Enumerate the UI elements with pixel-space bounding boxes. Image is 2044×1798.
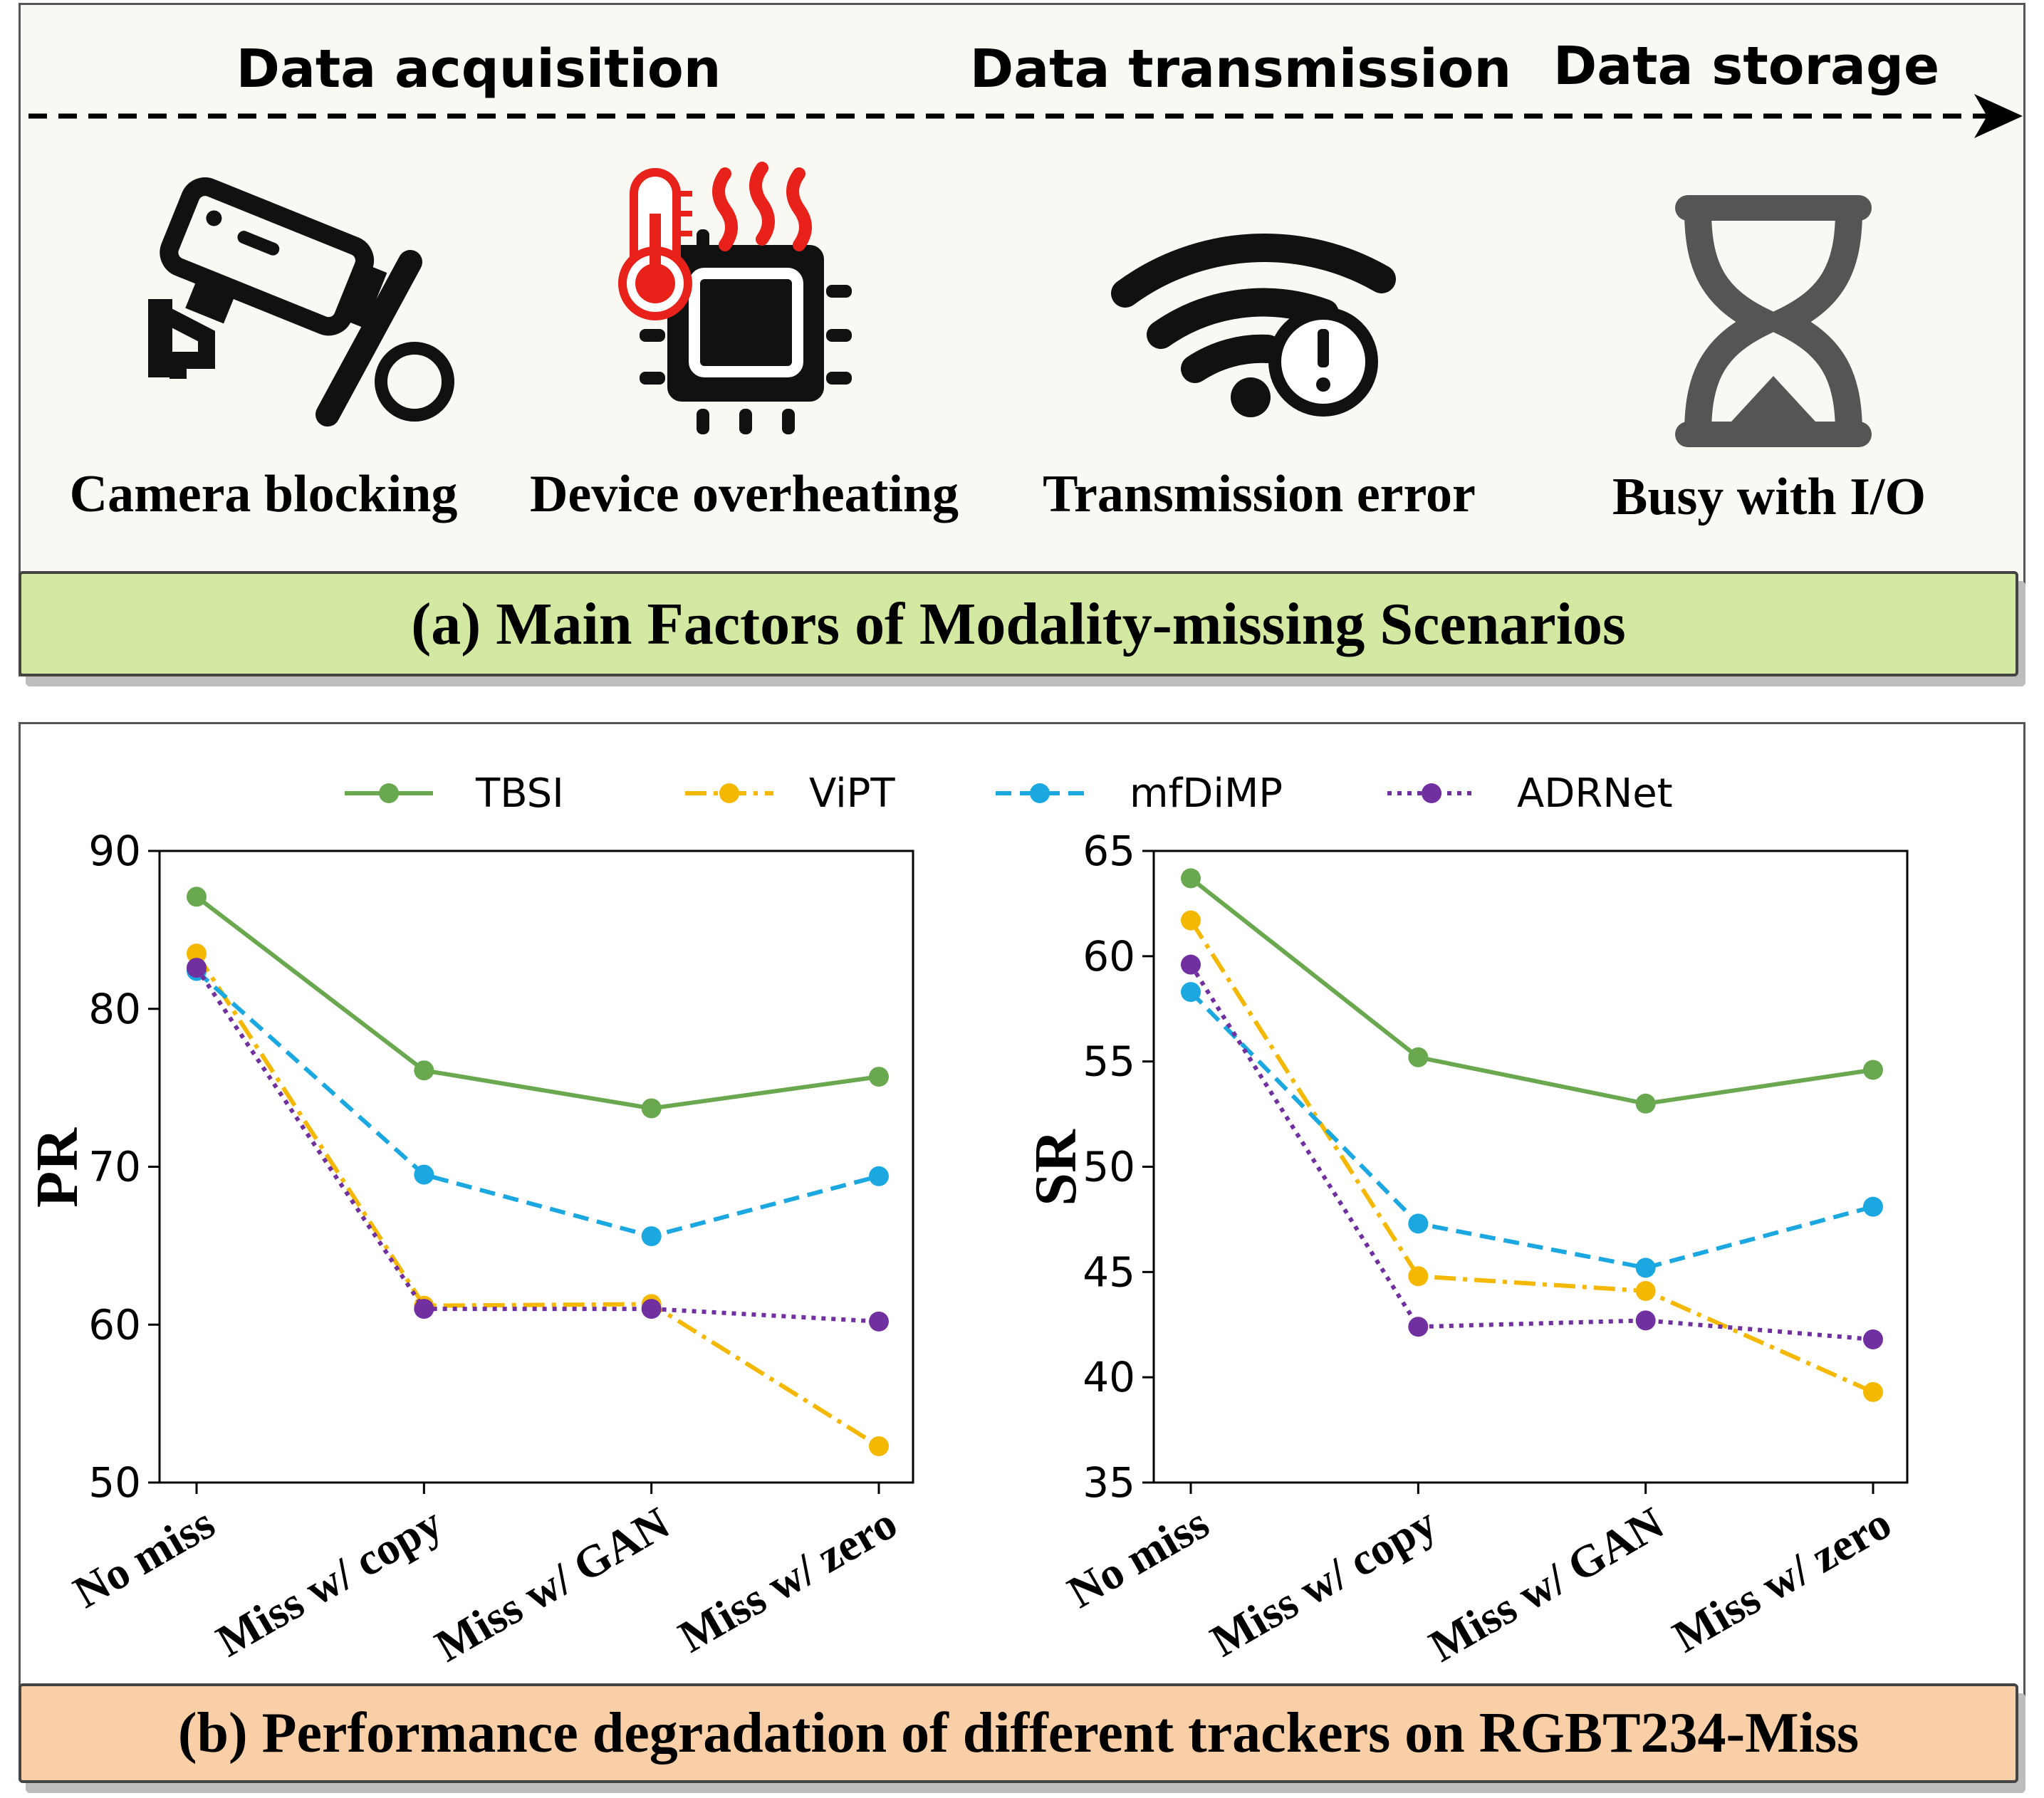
chart-1-ytick-label: 65 <box>1083 827 1135 875</box>
chart-sr-plot-area <box>1152 850 1909 1484</box>
chart-1-point-adrnet <box>1863 1329 1883 1349</box>
chart-0-point-adrnet <box>641 1299 662 1319</box>
panel-a-caption: (a) Main Factors of Modality-missing Sce… <box>19 571 2018 676</box>
chart-0-point-tbsi <box>869 1067 889 1087</box>
factor-label-device-overheating: Device overheating <box>530 465 959 523</box>
chart-1-point-adrnet <box>1635 1310 1656 1331</box>
camera-blocked-icon <box>148 177 454 427</box>
chart-0-point-mfdimp <box>869 1166 889 1186</box>
chart-1-point-vipt <box>1863 1381 1883 1402</box>
stage-label-storage: Data storage <box>1553 36 1939 97</box>
chart-0-point-mfdimp <box>641 1226 662 1247</box>
chart-1-ytick-label: 60 <box>1083 932 1135 981</box>
overheating-chip-icon <box>618 162 852 434</box>
panel-a-graphics: Data acquisition Data transmission Data … <box>28 36 2023 526</box>
chart-0-point-adrnet <box>414 1299 434 1319</box>
chart-1-point-adrnet <box>1181 954 1201 975</box>
chart-1-point-tbsi <box>1863 1060 1883 1080</box>
chart-0-series-line-tbsi <box>195 894 880 1111</box>
chart-pr-plot-area <box>158 850 914 1484</box>
factor-label-transmission-error: Transmission error <box>1043 465 1476 523</box>
stage-label-acquisition: Data acquisition <box>236 38 721 100</box>
chart-1-series-line-mfdimp <box>1189 990 1874 1270</box>
chart-1-xtick-label: Miss w/ zero <box>1664 1498 1899 1663</box>
chart-0-point-tbsi <box>414 1060 434 1081</box>
panel-a-caption-text: (a) Main Factors of Modality-missing Sce… <box>411 590 1626 657</box>
legend-item-vipt: ViPT <box>685 770 895 817</box>
chart-1-point-mfdimp <box>1181 982 1201 1003</box>
chart-1-point-mfdimp <box>1863 1196 1883 1217</box>
chart-1-point-mfdimp <box>1635 1258 1656 1278</box>
chart-0-point-adrnet <box>187 958 207 978</box>
legend-label-tbsi: TBSI <box>475 770 564 817</box>
chart-1-point-adrnet <box>1408 1317 1429 1337</box>
chart-0-point-tbsi <box>641 1098 662 1119</box>
chart-1-ytick-label: 45 <box>1083 1248 1135 1296</box>
stage-label-transmission: Data transmission <box>970 38 1511 100</box>
chart-0-ytick-label: 50 <box>88 1458 141 1507</box>
legend-item-tbsi: TBSI <box>345 770 564 817</box>
chart-0-series-line-mfdimp <box>194 969 880 1239</box>
chart-0-ytick-label: 80 <box>88 985 141 1033</box>
chart-0-point-mfdimp <box>414 1164 434 1185</box>
chart-1-series-line-adrnet <box>1189 963 1874 1342</box>
chart-0-series-line-vipt <box>194 952 880 1448</box>
chart-1-xtick-label: Miss w/ copy <box>1202 1498 1444 1666</box>
chart-1-point-vipt <box>1408 1266 1429 1287</box>
chart-1-point-tbsi <box>1408 1047 1429 1067</box>
chart-0-point-vipt <box>869 1436 889 1456</box>
hourglass-icon <box>1675 195 1872 447</box>
chart-0-xtick-label: Miss w/ GAN <box>427 1498 678 1672</box>
chart-0-point-adrnet <box>869 1311 889 1332</box>
chart-0-point-vipt <box>187 944 207 964</box>
chart-0-xtick-label: Miss w/ zero <box>670 1498 905 1663</box>
chart-pr-ylabel: PR <box>24 1127 90 1208</box>
legend-label-adrnet: ADRNet <box>1517 770 1673 817</box>
chart-1-xtick-label: No miss <box>1059 1498 1217 1618</box>
chart-1-ytick-label: 35 <box>1083 1458 1135 1507</box>
panel-b-caption-text: (b) Performance degradation of different… <box>177 1701 1860 1765</box>
chart-0-series-line-adrnet <box>194 966 880 1324</box>
factor-label-camera-blocking: Camera blocking <box>70 465 458 523</box>
legend-label-vipt: ViPT <box>809 770 895 817</box>
chart-1-point-vipt <box>1181 910 1201 931</box>
chart-0-xtick-label: Miss w/ copy <box>208 1498 450 1666</box>
chart-sr-ylabel: SR <box>1023 1129 1089 1206</box>
chart-1-ytick-label: 55 <box>1083 1037 1135 1086</box>
chart-0-point-tbsi <box>187 887 207 907</box>
legend-item-adrnet: ADRNet <box>1387 770 1673 817</box>
chart-0-ytick-label: 90 <box>88 827 141 875</box>
chart-1-series-line-tbsi <box>1189 877 1874 1106</box>
pipeline-arrow-head <box>1974 94 2023 138</box>
chart-1-series-line-vipt <box>1189 919 1874 1394</box>
chart-1-ytick-label: 40 <box>1083 1353 1135 1401</box>
chart-1-point-mfdimp <box>1408 1213 1429 1234</box>
chart-0-ytick-label: 60 <box>88 1300 141 1349</box>
chart-1-ytick-label: 50 <box>1083 1143 1135 1191</box>
chart-1-point-tbsi <box>1635 1093 1656 1114</box>
legend: TBSI ViPT mfDiMP ADRNet <box>345 770 1673 817</box>
chart-0-xtick-label: No miss <box>65 1498 223 1618</box>
chart-0-ytick-label: 70 <box>88 1143 141 1191</box>
legend-item-mfdimp: mfDiMP <box>996 770 1283 817</box>
chart-1-point-tbsi <box>1181 868 1201 889</box>
wifi-error-icon <box>1111 234 1396 417</box>
chart-1-xtick-label: Miss w/ GAN <box>1421 1498 1672 1672</box>
panel-b-caption: (b) Performance degradation of different… <box>19 1683 2018 1783</box>
factor-label-busy-io: Busy with I/O <box>1612 468 1926 526</box>
chart-1-point-vipt <box>1635 1280 1656 1301</box>
legend-label-mfdimp: mfDiMP <box>1130 770 1283 817</box>
